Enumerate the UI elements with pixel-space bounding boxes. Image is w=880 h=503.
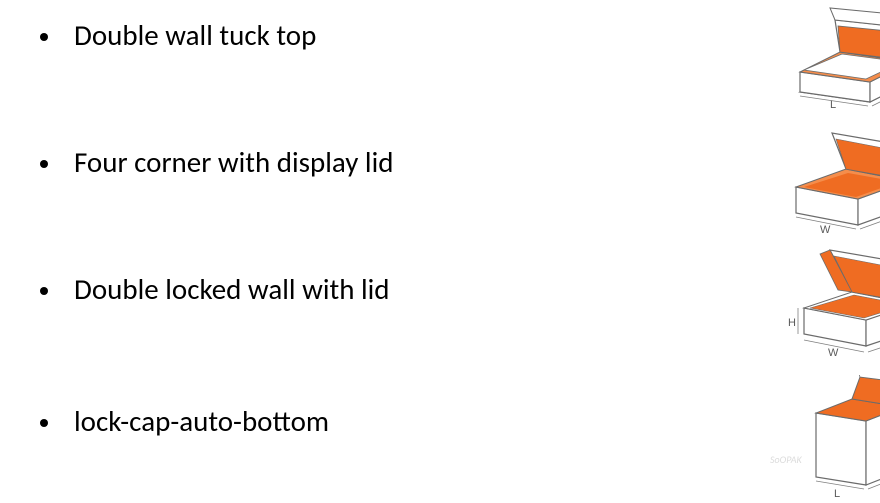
bullet-dot-icon <box>40 160 48 168</box>
slide: Double wall tuck top Four corner with di… <box>0 0 880 503</box>
bullet-text: lock-cap-auto-bottom <box>74 404 329 439</box>
fig-double-wall-tuck-top: L W H SoOPAK <box>780 2 880 122</box>
dim-w: W <box>828 347 839 359</box>
box-diagram-icon: H W L <box>780 248 880 368</box>
dim-h: H <box>788 317 796 329</box>
bullet-row-3: lock-cap-auto-bottom <box>40 404 329 439</box>
box-diagram-icon: W L H <box>780 125 880 245</box>
box-diagram-icon: L W H <box>780 2 880 122</box>
dim-w: W <box>820 224 831 236</box>
bullet-row-2: Double locked wall with lid <box>40 272 390 307</box>
bullet-row-1: Four corner with display lid <box>40 145 393 180</box>
dim-l: L <box>834 488 840 500</box>
box-diagram-icon: L W H <box>780 375 880 503</box>
fig-lock-cap-auto-bottom: L W H SoOPAK <box>780 375 880 495</box>
bullet-text: Double wall tuck top <box>74 18 316 53</box>
watermark: SoOPAK <box>770 453 802 466</box>
bullet-row-0: Double wall tuck top <box>40 18 316 53</box>
bullet-dot-icon <box>40 33 48 41</box>
bullet-text: Double locked wall with lid <box>74 272 390 307</box>
dim-l: L <box>830 99 836 111</box>
fig-four-corner-display-lid: W L H SoOPAK <box>780 125 880 245</box>
bullet-text: Four corner with display lid <box>74 145 393 180</box>
bullet-dot-icon <box>40 287 48 295</box>
fig-double-locked-wall-lid: H W L SoOPAK <box>780 248 880 368</box>
bullet-dot-icon <box>40 419 48 427</box>
